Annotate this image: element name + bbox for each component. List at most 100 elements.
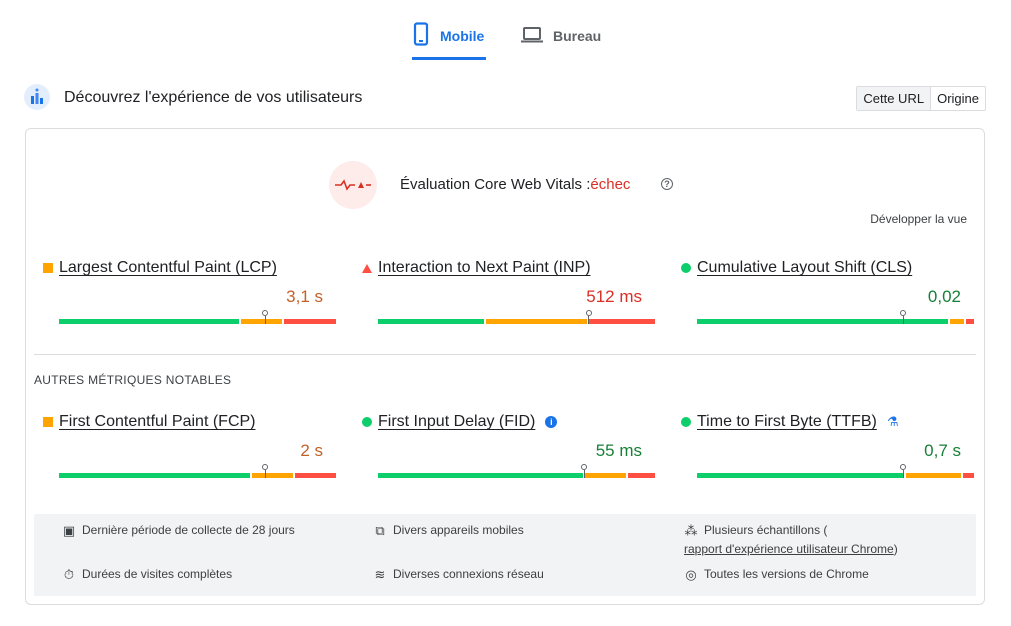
metric-fid: First Input Delay (FID) i 55 ms <box>362 413 655 483</box>
metric-ttfb: Time to First Byte (TTFB) ⚗ 0,7 s <box>681 413 974 483</box>
visit-durations-text: Durées de visites complètes <box>82 567 233 581</box>
poor-triangle-icon <box>362 263 372 273</box>
metric-value: 512 ms <box>586 287 642 306</box>
average-square-icon <box>43 263 53 273</box>
scope-toggle: Cette URL Origine <box>856 86 986 111</box>
collection-period-text: Dernière période de collecte de 28 jours <box>82 523 295 537</box>
needs-improvement-share-segment <box>486 319 588 324</box>
distribution-bar <box>378 473 655 478</box>
average-square-icon <box>43 417 53 427</box>
divider <box>34 354 976 355</box>
phone-icon <box>412 22 430 49</box>
samples-icon: ⁂ <box>684 523 698 538</box>
experimental-flask-icon: ⚗ <box>886 414 899 429</box>
poor-share-segment <box>284 319 336 324</box>
needs-improvement-share-segment <box>584 473 626 478</box>
failed-assessment-icon <box>329 161 377 209</box>
device-tabs: Mobile Bureau <box>0 0 1011 62</box>
p75-marker <box>585 310 592 324</box>
chrome-icon: ◎ <box>685 567 697 582</box>
poor-share-segment <box>965 319 974 324</box>
metric-header: Largest Contentful Paint (LCP) <box>43 259 277 277</box>
poor-share-segment <box>627 473 655 478</box>
needs-improvement-share-segment <box>241 319 283 324</box>
metric-value: 55 ms <box>595 441 642 460</box>
devices-icon: ⧉ <box>375 523 385 538</box>
good-share-segment <box>697 473 905 478</box>
calendar-icon: ▣ <box>62 523 76 538</box>
tab-desktop-label: Bureau <box>553 28 602 44</box>
poor-share-segment <box>295 473 336 478</box>
visit-durations: ⏱ Durées de visites complètes <box>62 565 232 584</box>
needs-improvement-share-segment <box>252 473 294 478</box>
network: ≋ Diverses connexions réseau <box>373 565 544 584</box>
metric-cls: Cumulative Layout Shift (CLS) 0,02 <box>681 259 974 329</box>
needs-improvement-share-segment <box>950 319 964 324</box>
assessment-label: Évaluation Core Web Vitals : <box>400 176 591 193</box>
distribution-bar <box>697 473 974 478</box>
toggle-origin[interactable]: Origine <box>937 91 979 106</box>
p75-marker <box>900 464 907 478</box>
crux-report-link[interactable]: rapport d'expérience utilisateur Chrome <box>684 542 894 556</box>
metric-header: First Input Delay (FID) i <box>362 413 558 431</box>
collection-period: ▣ Dernière période de collecte de 28 jour… <box>62 521 295 540</box>
distribution-bar <box>59 319 336 324</box>
poor-share-segment <box>963 473 974 478</box>
metric-inp: Interaction to Next Paint (INP) 512 ms <box>362 259 655 329</box>
metric-value: 3,1 s <box>286 287 323 306</box>
info-icon[interactable]: i <box>545 416 558 428</box>
tab-desktop[interactable]: Bureau <box>521 18 601 60</box>
metric-header: First Contentful Paint (FCP) <box>43 413 256 431</box>
good-circle-icon <box>362 417 372 427</box>
metric-name-link[interactable]: Time to First Byte (TTFB) <box>697 413 877 430</box>
assessment-title: Évaluation Core Web Vitals :échec <box>400 176 630 193</box>
field-data-card: Évaluation Core Web Vitals :échec ? Déve… <box>25 128 985 605</box>
other-metrics-title: AUTRES MÉTRIQUES NOTABLES <box>34 373 232 387</box>
poor-share-segment <box>589 319 655 324</box>
devices-text: Divers appareils mobiles <box>393 523 524 537</box>
p75-marker <box>900 310 907 324</box>
metric-header: Interaction to Next Paint (INP) <box>362 259 591 277</box>
tab-mobile-label: Mobile <box>440 28 485 44</box>
metric-value: 0,7 s <box>924 441 961 460</box>
chrome-versions-text: Toutes les versions de Chrome <box>704 567 869 581</box>
p75-marker <box>262 310 269 324</box>
good-share-segment <box>378 319 485 324</box>
timer-icon: ⏱ <box>63 567 75 582</box>
crux-logo-icon <box>24 84 50 110</box>
field-data-header: Découvrez l'expérience de vos utilisateu… <box>24 84 986 114</box>
chrome-versions: ◎ Toutes les versions de Chrome <box>684 565 869 584</box>
p75-marker <box>581 464 588 478</box>
good-share-segment <box>697 319 949 324</box>
toggle-this-url[interactable]: Cette URL <box>857 87 932 110</box>
devices: ⧉ Divers appareils mobiles <box>373 521 524 540</box>
tab-mobile[interactable]: Mobile <box>412 18 486 60</box>
metric-name-link[interactable]: Largest Contentful Paint (LCP) <box>59 259 277 276</box>
good-circle-icon <box>681 417 691 427</box>
assessment-status: échec <box>590 176 631 193</box>
metric-name-link[interactable]: Cumulative Layout Shift (CLS) <box>697 259 913 276</box>
p75-marker <box>262 464 269 478</box>
metric-name-link[interactable]: Interaction to Next Paint (INP) <box>378 259 591 276</box>
samples-text: Plusieurs échantillons ( <box>704 523 828 537</box>
metric-value: 0,02 <box>927 287 961 306</box>
metric-fcp: First Contentful Paint (FCP) 2 s <box>43 413 336 483</box>
distribution-bar <box>59 473 336 478</box>
needs-improvement-share-segment <box>906 473 962 478</box>
metric-name-link[interactable]: First Input Delay (FID) <box>378 413 536 430</box>
metric-name-link[interactable]: First Contentful Paint (FCP) <box>59 413 256 430</box>
help-icon[interactable]: ? <box>661 178 673 190</box>
laptop-icon <box>521 22 543 49</box>
metric-header: Time to First Byte (TTFB) ⚗ <box>681 413 899 431</box>
metric-value: 2 s <box>300 441 323 460</box>
wifi-icon: ≋ <box>374 567 386 582</box>
expand-view-link[interactable]: Développer la vue <box>870 212 967 226</box>
distribution-bar <box>378 319 655 324</box>
section-title: Découvrez l'expérience de vos utilisateu… <box>64 89 363 106</box>
good-share-segment <box>378 473 583 478</box>
data-context-footer: ▣ Dernière période de collecte de 28 jour… <box>34 514 976 596</box>
metric-header: Cumulative Layout Shift (CLS) <box>681 259 912 277</box>
good-share-segment <box>59 473 251 478</box>
good-circle-icon <box>681 263 691 273</box>
samples: ⁂ Plusieurs échantillons ( rapport d'expér… <box>684 521 974 559</box>
